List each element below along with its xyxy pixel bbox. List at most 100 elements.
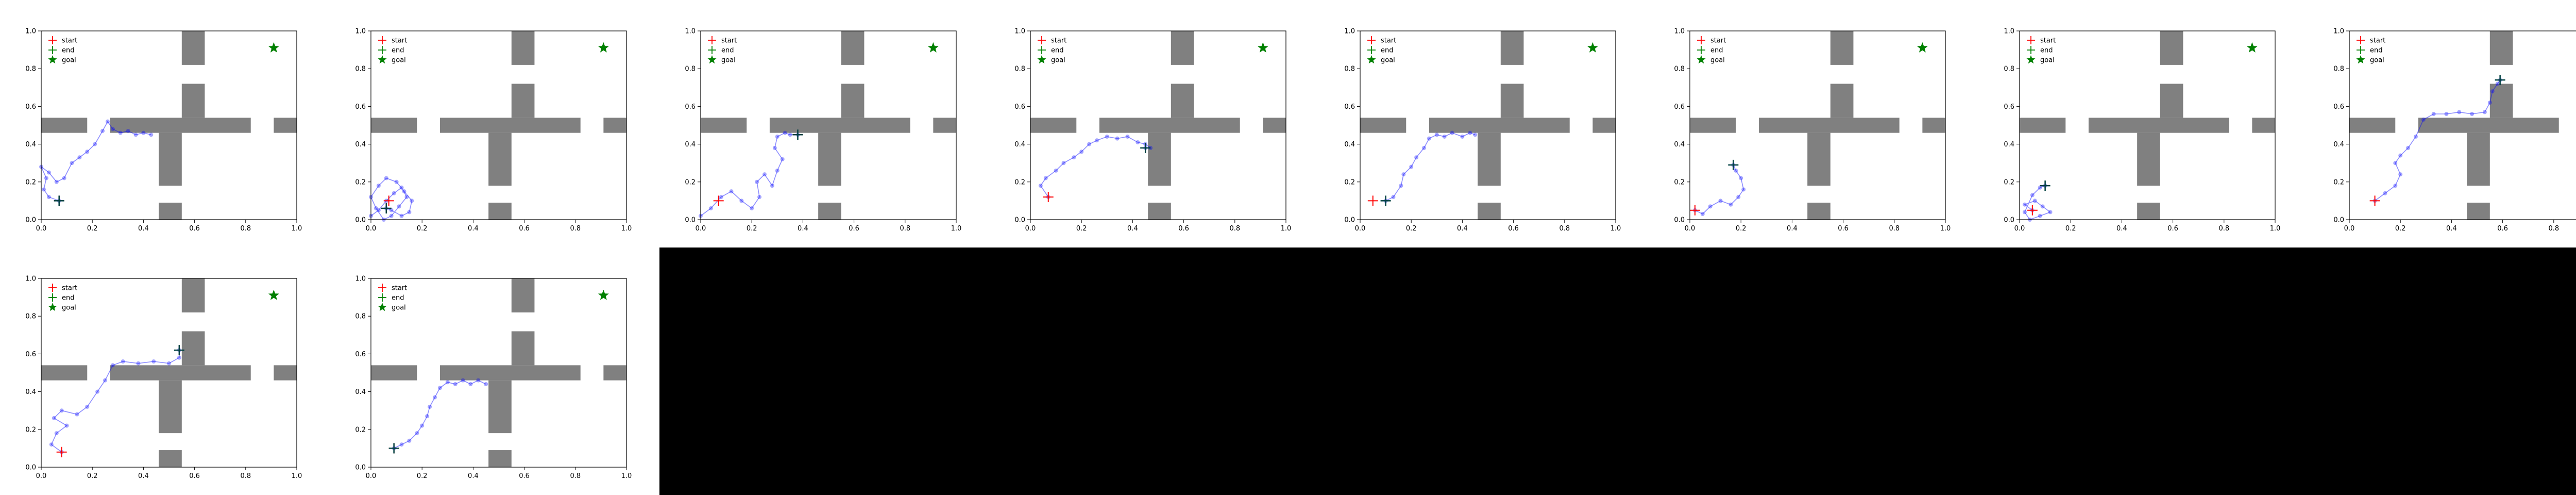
subplot-5: 0.0 0.2 0.4 0.6 0.8 1.0 0.0 0.2 0.4 0.6 0.8 1.0 star… [1344, 28, 1621, 233]
trajectory-point-4 [1718, 199, 1723, 203]
y-tick-label: 0.8 [1674, 65, 1685, 73]
legend-start-marker [2027, 36, 2035, 44]
x-tick-label: 0.4 [1127, 225, 1138, 233]
legend-goal-label: goal [62, 304, 76, 312]
trajectory-point-2 [1391, 195, 1396, 200]
trajectory-point-16 [410, 199, 414, 203]
y-tick-label: 0.6 [25, 351, 36, 358]
subplot-6: 0.0 0.2 0.4 0.6 0.8 1.0 0.0 0.2 0.4 0.6 0.8 1.0 star… [1674, 28, 1951, 233]
x-tick-label: 0.0 [366, 225, 377, 233]
maze-wall-5 [2489, 84, 2513, 118]
start-marker [2027, 205, 2038, 216]
legend-end-label: end [721, 47, 734, 55]
x-tick-label: 0.2 [87, 225, 98, 233]
x-tick-label: 0.8 [2218, 225, 2229, 233]
end-marker [2040, 180, 2050, 191]
trajectory-line [2024, 185, 2052, 220]
trajectory-point-13 [100, 128, 105, 133]
maze-wall-4 [1830, 31, 1854, 65]
y-tick-label: 0.0 [355, 217, 366, 224]
trajectory-point-4 [729, 189, 734, 194]
x-tick-label: 0.4 [798, 225, 808, 233]
trajectory-point-18 [133, 133, 138, 137]
legend-end-marker [378, 46, 386, 54]
maze-wall-1 [1690, 118, 1736, 133]
x-tick-label: 0.2 [1406, 225, 1417, 233]
subplot-2: 0.0 0.2 0.4 0.6 0.8 1.0 0.0 0.2 0.4 0.6 0.8 1.0 star… [355, 28, 632, 233]
y-tick-label: 0.2 [2333, 178, 2344, 186]
trajectory-point-6 [1736, 195, 1741, 200]
x-tick-label: 0.8 [570, 472, 581, 480]
maze-wall-7 [159, 450, 182, 467]
goal-marker [2246, 42, 2258, 53]
maze-wall-7 [159, 203, 182, 220]
legend-start-marker [48, 36, 57, 44]
goal-marker [268, 289, 279, 300]
axes-frame [370, 30, 627, 220]
x-tick-label: 0.6 [2497, 225, 2508, 233]
trajectory-point-12 [2457, 110, 2462, 114]
x-tick-label: 0.6 [519, 472, 530, 480]
trajectory-point-8 [62, 176, 66, 180]
trajectory-point-4 [2398, 172, 2403, 177]
y-tick-label: 0.2 [1344, 178, 1355, 186]
y-tick-label: 0.0 [2333, 217, 2344, 224]
y-tick-label: 0.8 [1344, 65, 1355, 73]
y-tick-label: 0.2 [25, 178, 36, 186]
maze-wall-2 [1099, 118, 1240, 133]
subplot-grid: 0.0 0.2 0.4 0.6 0.8 1.0 0.0 0.2 0.4 0.6 0.8 1.0 star… [25, 28, 2576, 480]
maze-wall-4 [2489, 31, 2513, 65]
legend-start-label: start [1381, 37, 1396, 45]
trajectory-point-13 [468, 382, 473, 386]
y-tick-label: 0.0 [25, 217, 36, 224]
trajectory-point-4 [2040, 204, 2045, 209]
trajectory-point-10 [2038, 185, 2042, 190]
y-tick-label: 0.6 [1014, 103, 1025, 111]
y-tick-label: 0.8 [2333, 65, 2344, 73]
maze-wall-2 [439, 118, 581, 133]
trajectory-point-14 [775, 134, 779, 139]
trajectory-point-15 [484, 382, 488, 386]
legend-end-marker [1697, 46, 1705, 54]
trajectory-point-12 [121, 359, 125, 364]
x-tick-label: 0.4 [2116, 225, 2127, 233]
start-marker [2369, 195, 2380, 206]
legend-end-label: end [392, 294, 404, 302]
maze-wall-3 [274, 365, 297, 381]
axes-frame [2019, 30, 2276, 220]
legend-end-label: end [2040, 47, 2053, 55]
end-marker [381, 203, 392, 214]
trajectory-point-12 [93, 142, 97, 146]
x-tick-label: 0.2 [2395, 225, 2406, 233]
maze-wall-3 [2252, 118, 2275, 133]
trajectory-point-9 [762, 172, 767, 177]
legend-start-marker [1038, 36, 1046, 44]
axes-frame [370, 278, 627, 468]
trajectory-point-4 [44, 176, 48, 180]
trajectory-point-7 [428, 404, 432, 409]
maze-wall-1 [41, 365, 88, 381]
maze-wall-6 [2467, 133, 2490, 186]
y-tick-label: 0.8 [1014, 65, 1025, 73]
trajectory-point-16 [788, 133, 792, 137]
legend-start-marker [1367, 36, 1376, 44]
trajectory-point-6 [2038, 213, 2042, 218]
trajectory-point-8 [85, 404, 90, 409]
trajectory-line [1385, 132, 1476, 202]
legend: start end goal [378, 36, 407, 64]
x-tick-label: 0.4 [2446, 225, 2457, 233]
trajectory-point-2 [708, 206, 713, 211]
legend-start-marker [1697, 36, 1705, 44]
goal-marker [598, 42, 609, 53]
y-tick-label: 0.0 [25, 464, 36, 472]
start-marker [1689, 205, 1700, 216]
maze-wall-4 [1171, 31, 1194, 65]
trajectory-point-14 [394, 179, 399, 184]
trajectory-point-7 [2406, 145, 2411, 150]
y-tick-label: 0.0 [2004, 217, 2014, 224]
y-tick-label: 0.8 [25, 313, 36, 321]
legend: start end goal [1037, 36, 1066, 64]
y-tick-label: 1.0 [1674, 28, 1685, 36]
trajectory-point-2 [49, 442, 54, 447]
maze-wall-5 [1830, 84, 1854, 118]
